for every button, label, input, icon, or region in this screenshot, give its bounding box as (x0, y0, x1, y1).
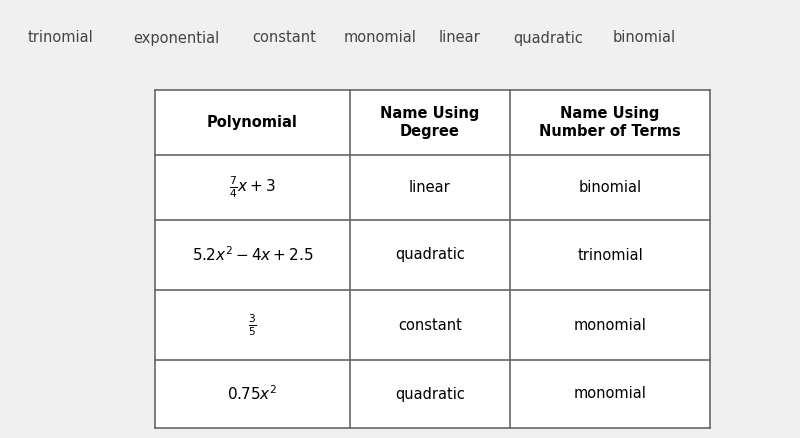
Text: monomial: monomial (574, 318, 646, 332)
Text: constant: constant (252, 31, 316, 46)
Text: trinomial: trinomial (27, 31, 93, 46)
Text: Name Using
Degree: Name Using Degree (380, 106, 480, 139)
Text: trinomial: trinomial (577, 247, 643, 262)
Text: monomial: monomial (343, 31, 417, 46)
Text: monomial: monomial (574, 386, 646, 402)
Text: binomial: binomial (578, 180, 642, 195)
Text: constant: constant (398, 318, 462, 332)
Text: linear: linear (409, 180, 451, 195)
Text: $0.75x^2$: $0.75x^2$ (227, 385, 278, 403)
Text: Name Using
Number of Terms: Name Using Number of Terms (539, 106, 681, 139)
Text: Polynomial: Polynomial (207, 115, 298, 130)
Text: binomial: binomial (613, 31, 675, 46)
Text: quadratic: quadratic (395, 386, 465, 402)
Text: $5.2x^2 - 4x + 2.5$: $5.2x^2 - 4x + 2.5$ (192, 246, 314, 265)
Text: linear: linear (439, 31, 481, 46)
Text: $\frac{3}{5}$: $\frac{3}{5}$ (248, 312, 257, 338)
Text: exponential: exponential (133, 31, 219, 46)
Text: $\frac{7}{4}x + 3$: $\frac{7}{4}x + 3$ (229, 175, 276, 200)
Text: quadratic: quadratic (395, 247, 465, 262)
Bar (155, 90, 710, 428)
Text: quadratic: quadratic (513, 31, 583, 46)
